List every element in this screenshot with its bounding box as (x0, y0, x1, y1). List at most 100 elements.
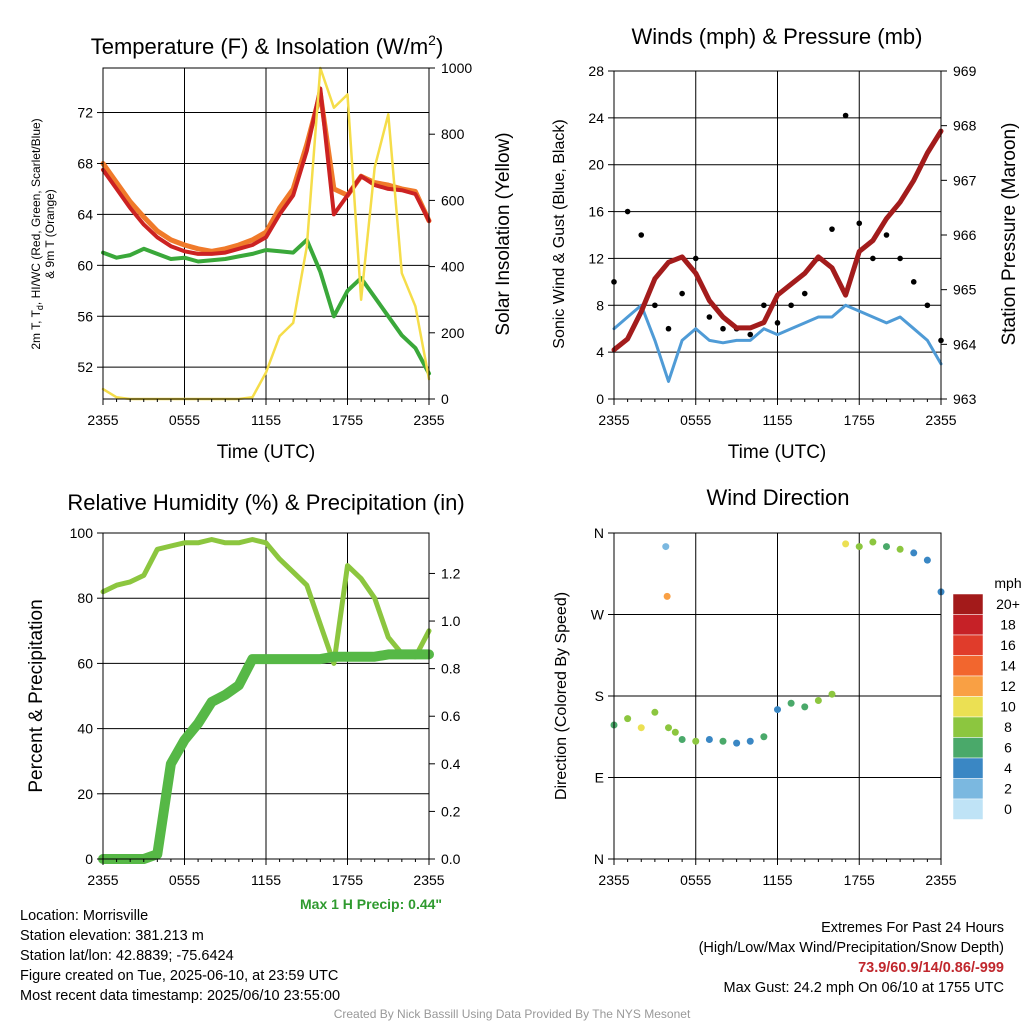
wind-y2tick-label: 966 (953, 227, 977, 243)
dir-ytick-label: E (595, 770, 604, 786)
dir-point (828, 690, 836, 698)
rh-x-ticks: 2355 0555 1155 1755 2355 (87, 859, 445, 888)
info-location: Location: Morrisville (20, 908, 149, 924)
dir-point (774, 706, 781, 714)
temp-y2tick-label: 400 (441, 259, 465, 275)
temp-ytick-label: 52 (77, 359, 93, 375)
rh-ytick-label: 0 (85, 851, 93, 867)
colorbar-label: 2 (1004, 781, 1012, 797)
temp-y2tick-label: 0 (441, 391, 449, 407)
wind-gust-point (801, 290, 808, 297)
colorbar-swatch (952, 778, 984, 800)
temp-y2tick-label: 200 (441, 325, 465, 341)
wind-y2tick-label: 963 (953, 391, 977, 407)
rh-ytick-label: 20 (77, 786, 93, 802)
temp-ytick-label: 56 (77, 308, 93, 324)
rh-xtick-label: 1755 (332, 872, 363, 888)
dir-point (678, 735, 686, 743)
dir-point (719, 737, 727, 745)
temp-xlabel: Time (UTC) (217, 442, 316, 463)
temp-series-temp (101, 86, 431, 256)
dir-x-ticks: 2355 0555 1155 1755 2355 (598, 859, 957, 888)
wind-gust-point (761, 302, 767, 309)
temp-xtick-label: 2355 (413, 412, 444, 428)
wind-ytick-label: 12 (588, 250, 604, 266)
wind-xtick-label: 1755 (844, 412, 875, 428)
temp-y-ticks: 52 56 60 64 68 72 (77, 105, 103, 375)
dir-point (787, 699, 795, 707)
dir-xtick-label: 2355 (925, 872, 956, 888)
panel-rh: Relative Humidity (%) & Precipitation (i… (26, 490, 465, 888)
wind-series (611, 112, 944, 383)
wind-xtick-label: 2355 (925, 412, 956, 428)
dir-point (760, 733, 768, 741)
extremes-header: Extremes For Past 24 Hours (821, 920, 1004, 936)
rh-y-ticks: 0 20 40 60 80 100 (70, 525, 103, 867)
wind-gust-point (665, 325, 672, 332)
colorbar-label: 8 (1004, 719, 1012, 735)
temp-ytick-label: 68 (77, 155, 93, 171)
wind-xtick-label: 2355 (598, 412, 629, 428)
dir-point (910, 549, 918, 557)
temp-y2-ticks: 0 200 400 600 800 1000 (429, 60, 472, 407)
rh-series-precip (98, 649, 434, 864)
wind-y2-ticks: 963 964 965 966 967 968 969 (941, 63, 977, 407)
rh-y2tick-label: 0.4 (441, 756, 461, 772)
wind-ytick-label: 28 (588, 63, 604, 79)
rh-y2tick-label: 0.2 (441, 803, 461, 819)
wind-ytick-label: 8 (596, 297, 604, 313)
rh-ytick-label: 60 (77, 655, 93, 671)
rh-xtick-label: 0555 (169, 872, 200, 888)
extremes-values: 73.9/60.9/14/0.86/-999 (858, 960, 1004, 976)
wind-y2tick-label: 967 (953, 172, 977, 188)
rh-y2tick-label: 1.0 (441, 613, 461, 629)
dir-title: Wind Direction (706, 485, 849, 510)
wind-title: Winds (mph) & Pressure (mb) (632, 24, 923, 49)
temp-ytick-label: 64 (77, 206, 93, 222)
dir-ylabel-left: Direction (Colored By Speed) (553, 592, 570, 800)
wind-gust-point (883, 232, 890, 238)
temp-ylabel-right: Solar Insolation (Yellow) (493, 132, 514, 335)
wind-series-wind (612, 303, 943, 383)
rh-xtick-label: 1155 (251, 872, 281, 888)
info-elevation: Station elevation: 381.213 m (20, 928, 204, 944)
wind-gust-point (774, 320, 781, 326)
station-info: Location: Morrisville Station elevation:… (20, 906, 340, 1006)
rh-y2tick-label: 0.6 (441, 708, 461, 724)
rh-ytick-label: 80 (77, 590, 93, 606)
dir-point (651, 708, 659, 716)
colorbar-label: 16 (1000, 637, 1016, 653)
temp-series-temp9m (100, 91, 432, 254)
temp-xtick-label: 0555 (169, 412, 200, 428)
wind-gust-point (842, 112, 849, 119)
info-recent: Most recent data timestamp: 2025/06/10 2… (20, 988, 341, 1004)
temp-series-dewpoint (101, 237, 431, 376)
colorbar-swatch (952, 655, 984, 677)
dir-point (855, 543, 863, 551)
rh-y2-ticks: 0.0 0.2 0.4 0.6 0.8 1.0 1.2 (429, 565, 461, 867)
temp-ytick-label: 60 (77, 257, 93, 273)
rh-xtick-label: 2355 (413, 872, 444, 888)
wind-y2tick-label: 969 (953, 63, 977, 79)
dir-point (883, 543, 890, 551)
colorbar-swatch (952, 675, 984, 697)
wind-ytick-label: 4 (596, 344, 604, 360)
temp-xtick-label: 1755 (332, 412, 363, 428)
dir-point (869, 538, 877, 546)
dir-point (923, 556, 931, 564)
dir-point (705, 735, 713, 743)
wind-gust-point (924, 302, 931, 309)
rh-ytick-label: 40 (77, 721, 93, 737)
colorbar-label: 12 (1000, 678, 1016, 694)
dir-point (896, 545, 904, 553)
dir-xtick-label: 1155 (762, 872, 792, 888)
dir-y-ticks: N E S W N (591, 525, 614, 867)
temp-xtick-label: 2355 (87, 412, 118, 428)
dir-point (746, 737, 754, 745)
colorbar-label: 0 (1004, 801, 1012, 817)
wind-xlabel: Time (UTC) (728, 442, 827, 463)
credit-line: Created By Nick Bassill Using Data Provi… (333, 1007, 691, 1021)
temp-grid (103, 68, 429, 399)
